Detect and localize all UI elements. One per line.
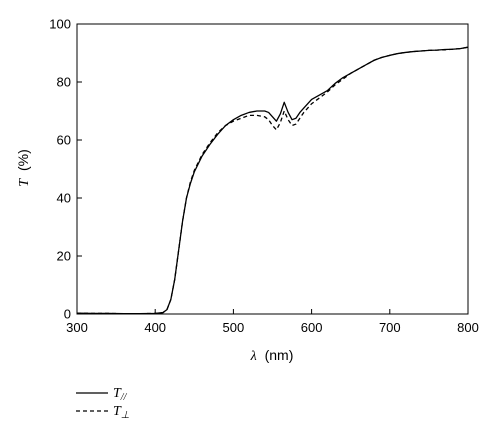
y-tick-label: 0 bbox=[64, 307, 71, 322]
x-axis-symbol: λ bbox=[250, 349, 257, 364]
series-line-perpendicular bbox=[76, 46, 469, 315]
series-lines bbox=[76, 46, 469, 315]
x-tick-label: 500 bbox=[223, 320, 245, 335]
y-axis-symbol: T bbox=[17, 178, 32, 187]
y-axis-unit: (%) bbox=[15, 149, 31, 171]
legend-label-perpendicular-symbol: T bbox=[113, 404, 122, 419]
x-tick-label: 300 bbox=[66, 320, 88, 335]
x-axis-title: λ (nm) bbox=[250, 347, 294, 364]
legend: T// T⊥ bbox=[76, 386, 130, 421]
legend-label-parallel: T// bbox=[113, 386, 128, 403]
y-axis-title: T (%) bbox=[15, 149, 32, 186]
x-tick-label: 800 bbox=[457, 320, 479, 335]
legend-label-parallel-symbol: T bbox=[113, 386, 122, 401]
y-tick-label: 20 bbox=[57, 249, 71, 264]
x-tick-label: 700 bbox=[379, 320, 401, 335]
legend-label-perpendicular: T⊥ bbox=[113, 404, 130, 421]
y-tick-label: 80 bbox=[57, 75, 71, 90]
y-tick-label: 60 bbox=[57, 133, 71, 148]
axis-ticks: 300 400 500 600 700 800 0 20 40 60 80 100 bbox=[49, 17, 479, 336]
plot-area bbox=[76, 23, 469, 315]
y-tick-label: 40 bbox=[57, 191, 71, 206]
series-line-parallel bbox=[76, 46, 469, 315]
x-axis-unit: (nm) bbox=[265, 347, 294, 363]
plot-frame bbox=[76, 23, 469, 315]
x-tick-label: 400 bbox=[144, 320, 166, 335]
x-tick-label: 600 bbox=[301, 320, 323, 335]
y-tick-label: 100 bbox=[49, 17, 71, 32]
legend-label-parallel-subscript: // bbox=[120, 392, 128, 403]
legend-label-perpendicular-subscript: ⊥ bbox=[121, 410, 130, 421]
